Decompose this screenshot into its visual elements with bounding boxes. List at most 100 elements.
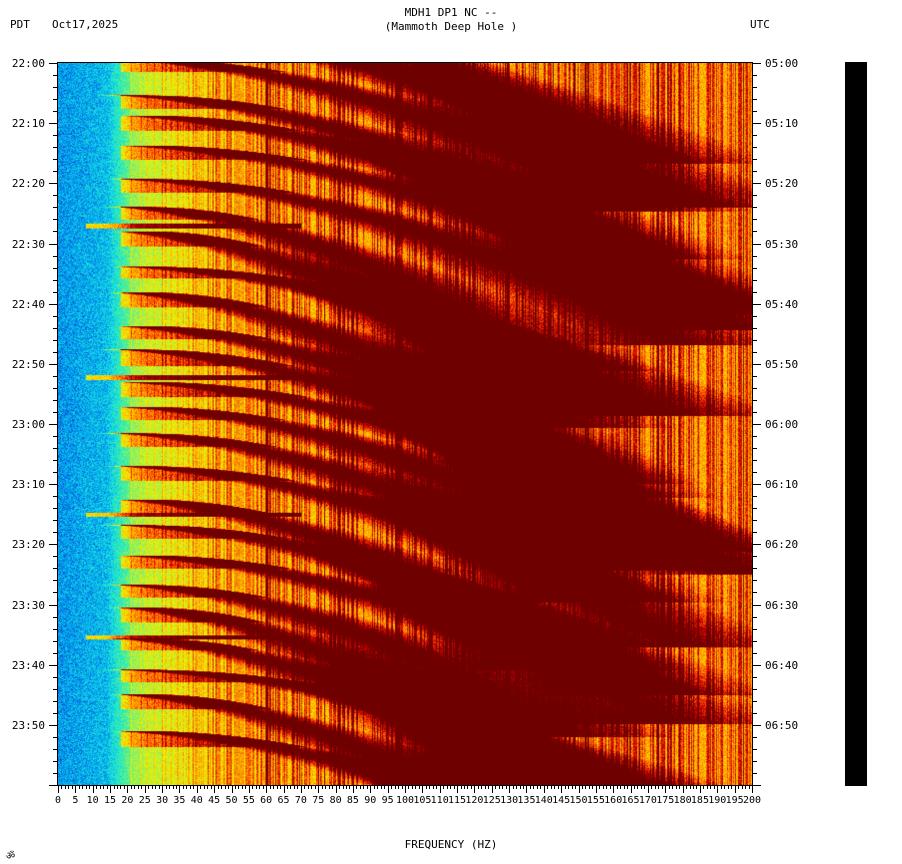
- x-tick: [127, 786, 129, 793]
- x-tick: [686, 786, 688, 789]
- spectrogram-canvas: [58, 63, 752, 785]
- x-tick: [699, 786, 701, 793]
- y-tick-label-utc: 05:20: [765, 177, 799, 191]
- x-tick: [113, 786, 115, 789]
- x-tick: [61, 786, 63, 789]
- y-tick-left: [53, 399, 57, 401]
- y-tick-left: [53, 688, 57, 690]
- page-title: MDH1 DP1 NC --: [404, 6, 498, 19]
- x-tick: [439, 786, 441, 793]
- x-tick: [738, 786, 740, 789]
- x-tick: [564, 786, 566, 789]
- y-tick-left: [53, 460, 57, 462]
- x-tick: [436, 786, 438, 789]
- x-tick-label: 125: [482, 795, 501, 806]
- y-tick-right: [753, 712, 757, 714]
- y-tick-right: [753, 267, 757, 269]
- x-tick: [734, 786, 736, 793]
- y-tick-right: [753, 123, 761, 125]
- x-tick: [363, 786, 365, 789]
- x-tick: [366, 786, 368, 789]
- y-tick-left: [53, 712, 57, 714]
- x-tick: [158, 786, 160, 789]
- x-tick: [297, 786, 299, 789]
- x-tick: [405, 786, 406, 793]
- x-tick: [467, 786, 469, 789]
- x-tick: [300, 786, 302, 793]
- x-tick-label: 185: [690, 795, 709, 806]
- x-tick: [346, 786, 347, 789]
- x-tick: [724, 786, 726, 789]
- y-tick-right: [753, 532, 757, 534]
- x-tick: [141, 786, 143, 789]
- x-tick: [706, 786, 708, 789]
- x-tick: [623, 786, 625, 789]
- x-tick: [64, 786, 66, 789]
- x-tick: [328, 786, 330, 789]
- x-tick: [148, 786, 150, 789]
- x-tick-label: 105: [413, 795, 432, 806]
- x-tick: [457, 786, 459, 793]
- y-tick-right: [753, 219, 757, 221]
- x-tick: [123, 786, 125, 789]
- x-tick-label: 175: [656, 795, 675, 806]
- y-tick-label-local: 22:00: [11, 57, 45, 70]
- y-tick-left: [53, 520, 57, 522]
- x-tick: [384, 786, 386, 789]
- y-tick-label-local: 23:20: [11, 538, 45, 552]
- x-tick: [214, 786, 216, 793]
- x-tick: [318, 786, 320, 793]
- x-tick: [512, 786, 514, 789]
- y-tick-left: [53, 748, 57, 750]
- x-tick: [82, 786, 84, 789]
- x-tick: [349, 786, 351, 789]
- x-tick-label: 60: [260, 795, 273, 806]
- x-tick: [470, 786, 472, 789]
- y-tick-right: [753, 303, 761, 305]
- x-tick: [130, 786, 132, 789]
- y-tick-left: [53, 676, 57, 678]
- x-tick: [380, 786, 382, 789]
- y-tick-label-local: 22:40: [11, 297, 45, 311]
- x-tick: [463, 786, 465, 789]
- y-tick-label-local: 23:00: [11, 418, 45, 431]
- y-tick-left: [53, 508, 57, 510]
- x-tick: [540, 786, 542, 789]
- y-tick-left: [49, 123, 57, 125]
- time-axis-utc: 05:00 05:10 05:20 05:30 05:40 05:50 06:00 06:10…: [753, 58, 813, 788]
- x-tick: [634, 786, 636, 789]
- y-tick-right: [753, 508, 757, 510]
- x-tick: [377, 786, 379, 789]
- y-tick-right: [753, 243, 761, 245]
- x-tick-label: 30: [156, 795, 169, 806]
- y-tick-label-utc: 05:40: [765, 297, 799, 311]
- y-tick-left: [49, 604, 57, 606]
- spectrogram-plot[interactable]: [57, 62, 753, 786]
- y-tick-right: [753, 387, 757, 389]
- y-tick-left: [49, 424, 57, 425]
- x-tick: [231, 786, 233, 793]
- x-tick: [266, 786, 268, 793]
- x-tick: [481, 786, 483, 789]
- y-tick-left: [49, 484, 57, 486]
- y-tick-left: [53, 760, 57, 762]
- y-tick-right: [753, 616, 757, 618]
- x-tick: [228, 786, 230, 789]
- y-tick-right: [753, 351, 757, 353]
- y-tick-right: [753, 87, 757, 89]
- x-tick: [269, 786, 271, 789]
- y-tick-left: [53, 387, 57, 389]
- x-tick: [550, 786, 552, 789]
- x-tick: [193, 786, 195, 789]
- x-tick-label: 25: [138, 795, 151, 806]
- x-tick: [602, 786, 604, 789]
- x-tick: [592, 786, 594, 789]
- x-tick: [516, 786, 518, 789]
- y-tick-right: [753, 339, 757, 341]
- x-tick: [398, 786, 400, 789]
- y-tick-right: [753, 544, 761, 546]
- x-tick: [450, 786, 452, 789]
- x-tick: [477, 786, 479, 789]
- y-tick-right: [753, 147, 757, 149]
